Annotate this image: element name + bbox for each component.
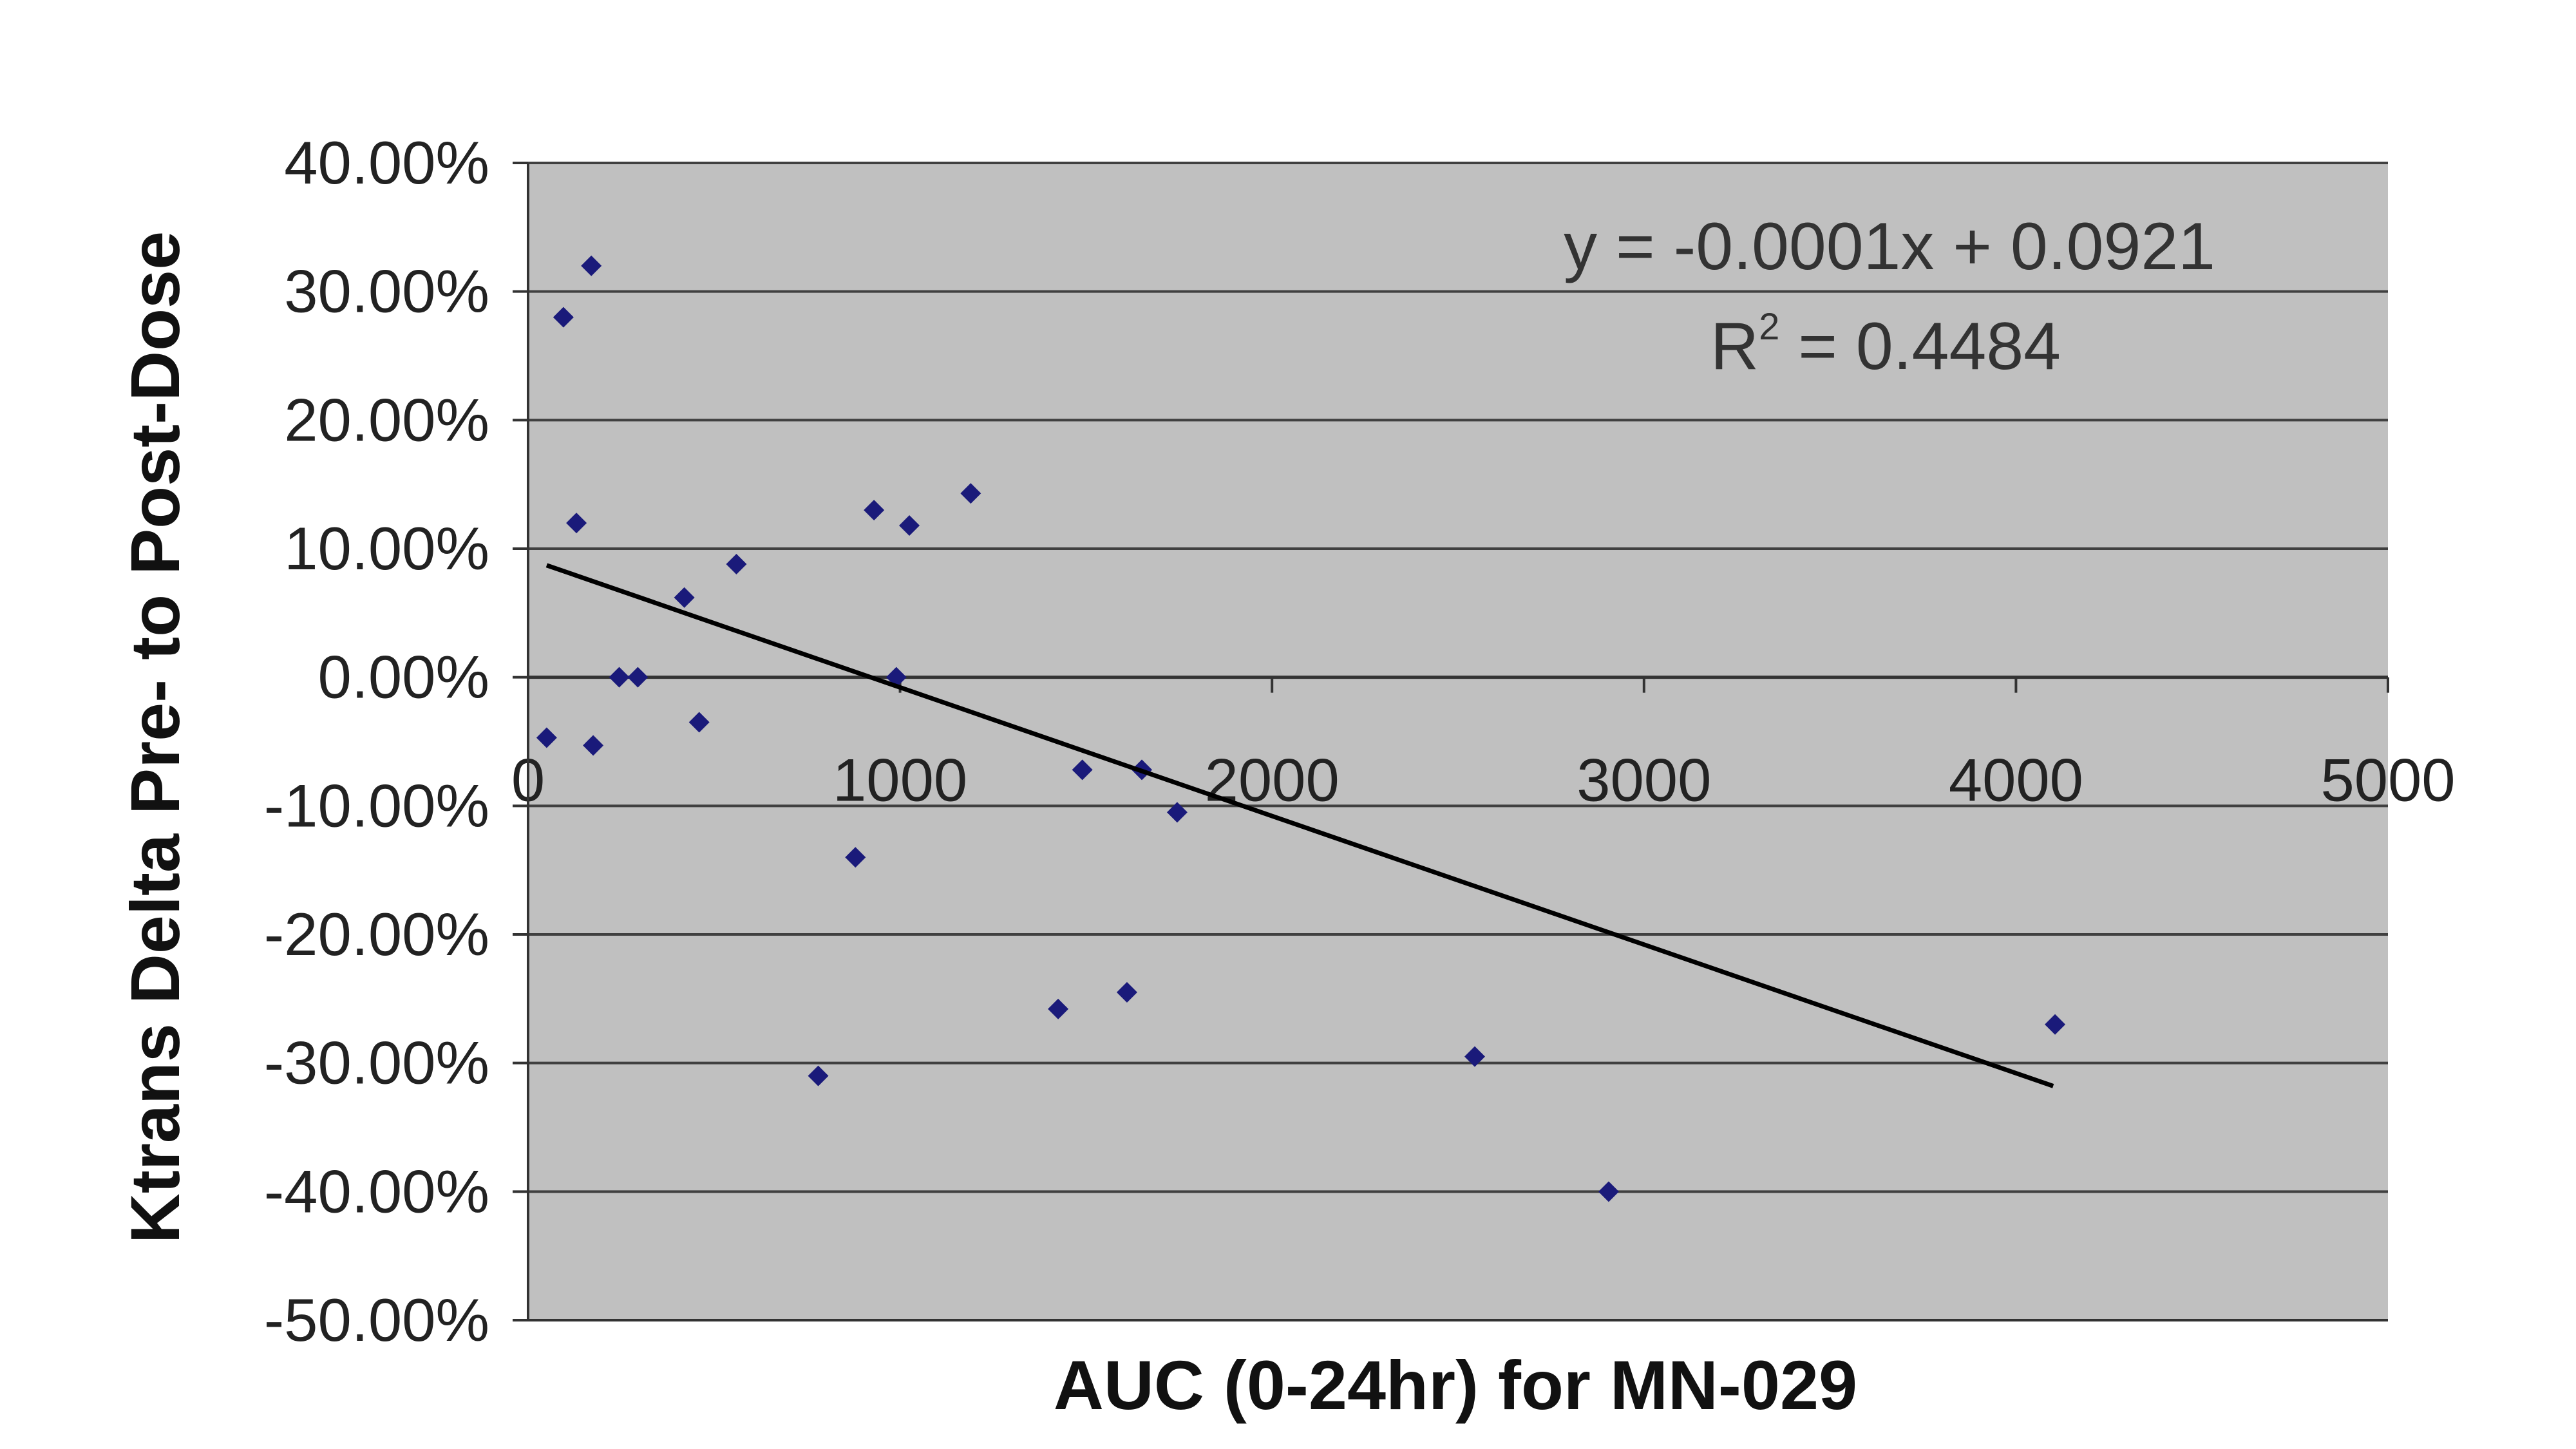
- data-point: [583, 735, 604, 756]
- y-axis: 40.00% 30.00% 20.00% 10.00% 0.00% -10.00% -20.…: [264, 129, 529, 1354]
- data-point: [1166, 802, 1188, 823]
- data-point: [960, 483, 981, 504]
- data-point: [1048, 998, 1069, 1019]
- trendline-equation: y = -0.0001x + 0.0921: [1564, 209, 2215, 284]
- y-tick-label: 0.00%: [317, 643, 489, 711]
- data-point: [1464, 1046, 1485, 1067]
- y-tick-label: 40.00%: [284, 129, 489, 196]
- r-squared-label: R2 = 0.4484: [1710, 306, 2061, 384]
- data-point: [845, 847, 866, 868]
- data-point: [2045, 1014, 2066, 1035]
- data-point: [609, 667, 630, 688]
- x-tick-label: 4000: [1949, 746, 2083, 814]
- x-axis: 0 1000 2000 3000 4000 5000: [511, 676, 2456, 814]
- data-point: [566, 513, 587, 534]
- plot-area: [528, 163, 2388, 1320]
- y-tick-label: 20.00%: [284, 386, 489, 453]
- data-point: [536, 727, 557, 748]
- data-point: [1116, 981, 1137, 1003]
- data-point: [864, 500, 885, 521]
- x-tick-label: 2000: [1205, 746, 1340, 814]
- x-tick-label: 1000: [833, 746, 967, 814]
- data-point: [726, 553, 747, 574]
- y-tick-label: -10.00%: [264, 772, 489, 839]
- x-tick-label: 3000: [1577, 746, 1711, 814]
- data-point: [1598, 1181, 1619, 1202]
- data-point: [627, 667, 649, 688]
- data-point: [899, 515, 920, 536]
- y-tick-label: -40.00%: [264, 1157, 489, 1225]
- y-tick-label: -20.00%: [264, 900, 489, 968]
- data-point: [581, 255, 602, 276]
- y-tick-label: 30.00%: [284, 258, 489, 325]
- x-tick-label: 5000: [2320, 746, 2455, 814]
- trendline: [545, 563, 2054, 1088]
- y-axis-title: Ktrans Delta Pre- to Post-Dose: [116, 231, 194, 1244]
- y-tick-label: 10.00%: [284, 515, 489, 582]
- data-point: [688, 712, 710, 733]
- y-tick-label: -30.00%: [264, 1029, 489, 1097]
- y-tick-label: -50.00%: [264, 1286, 489, 1354]
- data-point: [808, 1065, 829, 1086]
- data-point: [553, 307, 574, 328]
- data-point: [674, 587, 695, 608]
- data-points: [536, 255, 2066, 1202]
- x-axis-title: AUC (0-24hr) for MN-029: [1054, 1346, 1857, 1424]
- data-point: [1072, 759, 1093, 781]
